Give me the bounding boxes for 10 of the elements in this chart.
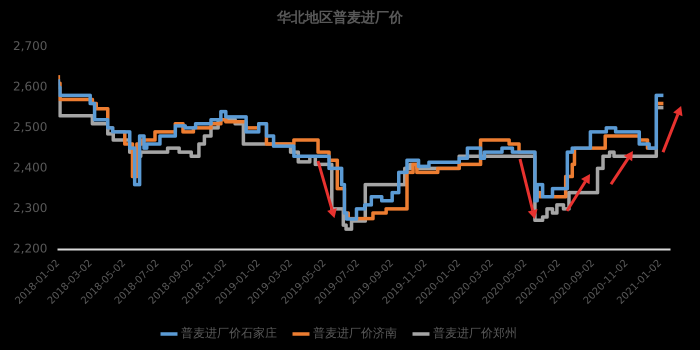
y-tick-label: 2,400 <box>12 160 48 174</box>
y-tick-label: 2,500 <box>12 120 48 134</box>
chart-title: 华北地区普麦进厂价 <box>276 9 404 26</box>
y-tick-label: 2,700 <box>12 38 48 53</box>
legend-label: 普麦进厂价石家庄 <box>181 326 277 340</box>
y-tick-label: 2,300 <box>12 201 48 216</box>
y-tick-label: 2,600 <box>12 79 48 94</box>
legend-label: 普麦进厂价济南 <box>313 326 397 340</box>
legend-label: 普麦进厂价郑州 <box>433 326 517 340</box>
y-tick-label: 2,200 <box>12 242 48 256</box>
